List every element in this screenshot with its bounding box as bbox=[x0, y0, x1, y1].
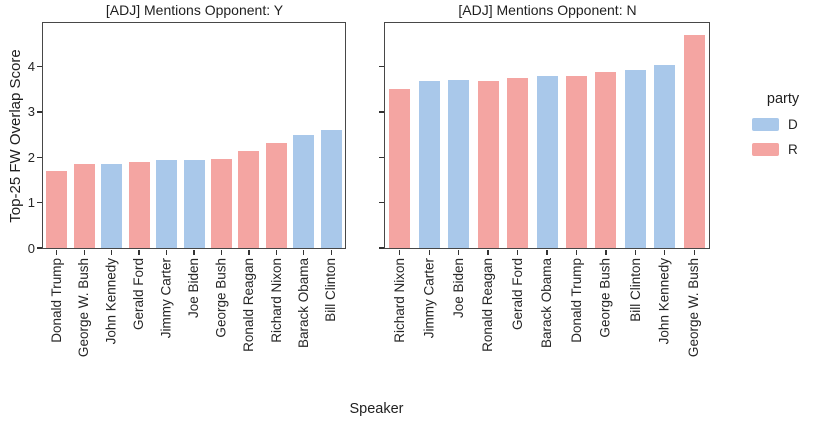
y-axis-tick-label: 1 bbox=[27, 195, 35, 211]
y-axis-tick-label: 3 bbox=[27, 104, 35, 120]
legend-swatch-r bbox=[752, 143, 779, 156]
bar-jimmy-carter bbox=[156, 159, 178, 249]
x-axis-tick bbox=[303, 249, 305, 255]
x-axis-tick bbox=[487, 249, 489, 255]
x-axis-tick bbox=[399, 249, 401, 255]
x-axis-tick-label: George W. Bush bbox=[76, 258, 92, 358]
x-axis-tick bbox=[165, 249, 168, 255]
bar-donald-trump bbox=[46, 171, 68, 249]
x-axis-tick bbox=[664, 249, 666, 255]
y-axis-tick-label: 2 bbox=[27, 149, 35, 165]
x-axis-tick-label: Joe Biden bbox=[450, 258, 466, 319]
bar-barack-obama bbox=[293, 134, 315, 249]
bar-joe-biden bbox=[183, 160, 205, 249]
y-axis-title: Top-25 FW Overlap Score bbox=[7, 49, 24, 223]
x-axis-tick bbox=[56, 249, 58, 255]
facet-title-mentions-opponent-n: [ADJ] Mentions Opponent: N bbox=[458, 2, 637, 18]
bar-george-bush bbox=[595, 72, 617, 249]
x-axis-title: Speaker bbox=[349, 401, 404, 417]
bar-ronald-reagan bbox=[477, 80, 499, 249]
facet-panel-right: Richard Nixon Jimmy Carter Joe Biden Ronald… bbox=[378, 22, 711, 357]
y-axis-tick bbox=[378, 247, 384, 249]
bar-george-w-bush bbox=[683, 34, 705, 249]
x-axis-tick-label: George Bush bbox=[597, 258, 613, 338]
bar-jimmy-carter bbox=[418, 81, 440, 249]
x-axis-tick bbox=[693, 249, 695, 255]
bar-john-kennedy bbox=[654, 65, 676, 249]
legend: party D R bbox=[752, 91, 814, 157]
y-axis-tick bbox=[36, 247, 42, 249]
bar-richard-nixon bbox=[265, 142, 287, 249]
x-axis-tick-label: Joe Biden bbox=[186, 258, 201, 319]
legend-swatch-d bbox=[752, 118, 779, 131]
y-axis-tick bbox=[378, 201, 384, 204]
x-axis-tick bbox=[83, 249, 85, 255]
x-axis-tick-label: Donald Trump bbox=[48, 258, 64, 344]
x-axis-tick-label: Barack Obama bbox=[295, 258, 311, 349]
legend-title: party bbox=[766, 91, 800, 107]
x-axis-tick-label: Donald Trump bbox=[568, 258, 584, 344]
y-axis-tick-label: 4 bbox=[27, 59, 35, 75]
legend-label-r: R bbox=[788, 142, 798, 157]
x-axis-tick-label: Bill Clinton bbox=[627, 258, 643, 323]
x-axis-tick bbox=[546, 249, 548, 255]
legend-entry-r: R bbox=[752, 142, 814, 157]
x-axis-tick bbox=[220, 249, 223, 255]
facet-title-mentions-opponent-y: [ADJ] Mentions Opponent: Y bbox=[105, 2, 284, 18]
bar-bill-clinton bbox=[320, 130, 342, 249]
bar-richard-nixon bbox=[389, 88, 411, 249]
x-axis-tick-label: George Bush bbox=[213, 258, 229, 338]
x-axis-tick-label: Jimmy Carter bbox=[158, 258, 174, 339]
y-axis-tick bbox=[378, 156, 384, 158]
x-axis-tick-label: John Kennedy bbox=[103, 258, 119, 345]
x-axis-tick-label: Ronald Reagan bbox=[480, 258, 496, 353]
x-axis-tick bbox=[575, 249, 578, 255]
x-axis-tick bbox=[605, 249, 607, 255]
x-axis-tick-label: Richard Nixon bbox=[268, 258, 284, 344]
x-axis-tick bbox=[457, 249, 460, 255]
bar-ronald-reagan bbox=[238, 151, 260, 249]
x-axis-tick-label: Barack Obama bbox=[539, 258, 554, 349]
x-axis-tick-label: Gerald Ford bbox=[131, 258, 147, 331]
y-axis-tick-label: 0 bbox=[27, 240, 35, 256]
x-axis-tick bbox=[193, 249, 195, 255]
bar-george-w-bush bbox=[73, 164, 95, 249]
x-axis-tick-label: George W. Bush bbox=[686, 258, 702, 358]
x-axis-tick-label: John Kennedy bbox=[656, 258, 672, 345]
y-axis-tick bbox=[36, 201, 42, 204]
bar-john-kennedy bbox=[101, 164, 123, 249]
x-axis-tick bbox=[138, 249, 140, 255]
bar-gerald-ford bbox=[507, 77, 529, 249]
legend-entry-d: D bbox=[752, 117, 814, 132]
y-axis-tick bbox=[36, 111, 42, 113]
x-axis-tick-label: Ronald Reagan bbox=[240, 258, 256, 353]
bar-gerald-ford bbox=[128, 162, 150, 249]
y-axis-tick bbox=[378, 111, 384, 113]
bar-donald-trump bbox=[565, 76, 587, 249]
y-axis-tick bbox=[36, 156, 42, 158]
y-axis-tick bbox=[378, 65, 384, 68]
bar-barack-obama bbox=[536, 76, 558, 249]
y-axis-tick bbox=[36, 65, 42, 68]
x-axis-tick bbox=[428, 249, 430, 255]
bar-joe-biden bbox=[448, 80, 470, 249]
x-axis-tick bbox=[275, 249, 277, 255]
x-axis-tick bbox=[330, 249, 332, 255]
x-axis-tick-label: Gerald Ford bbox=[509, 258, 525, 331]
x-axis-tick bbox=[248, 249, 250, 255]
x-axis-tick-label: Jimmy Carter bbox=[421, 258, 437, 339]
x-axis-tick bbox=[516, 249, 519, 255]
x-axis-tick-label: Richard Nixon bbox=[391, 258, 407, 344]
bar-george-bush bbox=[210, 158, 232, 249]
bar-bill-clinton bbox=[624, 70, 646, 249]
legend-label-d: D bbox=[788, 117, 798, 132]
x-axis-tick bbox=[110, 249, 113, 255]
x-axis-tick-label: Bill Clinton bbox=[323, 258, 339, 323]
x-axis-tick bbox=[634, 249, 636, 255]
facet-panel-left: 0 1 2 3 4 Donald Trump George W. Bush John Kenn… bbox=[28, 22, 347, 357]
